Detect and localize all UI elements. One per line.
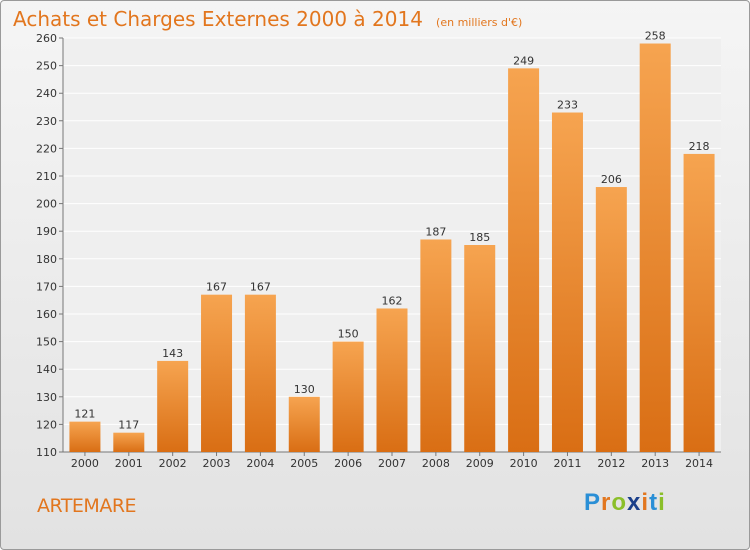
x-tick-label: 2014	[685, 457, 713, 470]
bar	[639, 43, 671, 453]
y-tick-label: 200	[36, 198, 57, 211]
proxiti-logo: Proxiti	[584, 489, 666, 517]
data-label: 162	[382, 294, 403, 307]
logo-letter: r	[601, 489, 612, 516]
x-tick-label: 2006	[334, 457, 362, 470]
bar	[157, 360, 189, 452]
y-tick-label: 180	[36, 253, 57, 266]
bar	[332, 341, 364, 452]
data-label: 218	[689, 140, 710, 153]
y-tick-label: 250	[36, 60, 57, 73]
bar	[244, 294, 276, 452]
data-label: 167	[206, 281, 227, 294]
x-tick-label: 2003	[203, 457, 231, 470]
data-label: 121	[74, 408, 95, 421]
x-tick-label: 2010	[510, 457, 538, 470]
chart-title: Achats et Charges Externes 2000 à 2014	[13, 7, 423, 31]
title-row: Achats et Charges Externes 2000 à 2014 (…	[13, 7, 522, 31]
y-tick-label: 210	[36, 170, 57, 183]
logo-letter: i	[658, 489, 666, 516]
x-tick-label: 2008	[422, 457, 450, 470]
bar	[113, 432, 145, 452]
y-tick-label: 150	[36, 336, 57, 349]
data-label: 258	[645, 30, 666, 43]
bar	[201, 294, 233, 452]
y-tick-label: 140	[36, 363, 57, 376]
y-tick-label: 240	[36, 87, 57, 100]
x-tick-label: 2013	[641, 457, 669, 470]
data-label: 233	[557, 99, 578, 112]
y-tick-label: 190	[36, 225, 57, 238]
logo-letter: i	[641, 489, 650, 516]
data-label: 206	[601, 173, 622, 186]
x-tick-label: 2000	[71, 457, 99, 470]
data-label: 130	[294, 383, 315, 396]
data-label: 249	[513, 54, 534, 67]
data-label: 150	[338, 328, 359, 341]
data-label: 117	[118, 419, 139, 432]
x-tick-label: 2007	[378, 457, 406, 470]
chart-subtitle: (en milliers d'€)	[436, 16, 523, 29]
bar	[69, 421, 101, 452]
y-tick-label: 220	[36, 142, 57, 155]
x-tick-label: 2005	[290, 457, 318, 470]
x-tick-label: 2004	[246, 457, 274, 470]
logo-letter: t	[649, 489, 659, 516]
x-tick-label: 2002	[159, 457, 187, 470]
x-tick-label: 2012	[597, 457, 625, 470]
bar	[464, 245, 496, 452]
data-label: 143	[162, 347, 183, 360]
bar	[376, 308, 408, 452]
bar	[288, 396, 320, 452]
y-tick-label: 170	[36, 280, 57, 293]
y-tick-label: 120	[36, 418, 57, 431]
y-tick-label: 230	[36, 115, 57, 128]
bar	[508, 68, 540, 453]
bar	[595, 187, 627, 453]
y-tick-label: 260	[36, 32, 57, 45]
x-tick-label: 2011	[553, 457, 581, 470]
logo-letter: o	[611, 489, 628, 516]
y-tick-label: 160	[36, 308, 57, 321]
x-tick-label: 2001	[115, 457, 143, 470]
bar	[551, 112, 583, 453]
data-label: 187	[425, 225, 446, 238]
town-name: ARTEMARE	[37, 495, 137, 517]
logo-letter: P	[584, 489, 602, 516]
bar	[420, 239, 452, 452]
logo-letter: x	[627, 489, 642, 516]
x-tick-label: 2009	[466, 457, 494, 470]
data-label: 167	[250, 281, 271, 294]
data-label: 185	[469, 231, 490, 244]
y-tick-label: 130	[36, 391, 57, 404]
y-tick-label: 110	[36, 446, 57, 459]
bar	[683, 153, 715, 453]
